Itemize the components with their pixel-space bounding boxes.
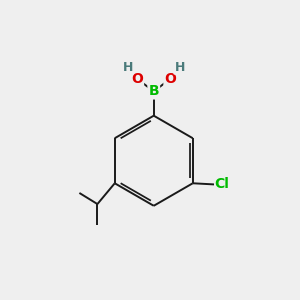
Text: B: B xyxy=(148,84,159,98)
Text: Cl: Cl xyxy=(215,177,230,191)
Text: O: O xyxy=(164,72,176,86)
Text: H: H xyxy=(123,61,133,74)
Text: O: O xyxy=(131,72,143,86)
Text: H: H xyxy=(174,61,185,74)
